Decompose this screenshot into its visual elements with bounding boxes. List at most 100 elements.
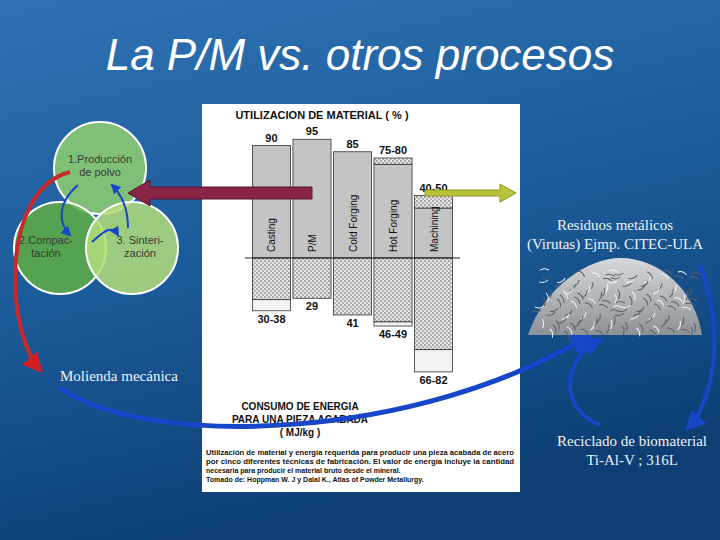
chip (590, 322, 595, 331)
chip (570, 284, 578, 291)
chip (546, 293, 549, 302)
venn-label: zación (124, 247, 156, 259)
bar-range (333, 151, 371, 152)
data-label: 75-80 (379, 144, 407, 156)
chip (661, 273, 669, 280)
chips-photo (528, 258, 702, 339)
chip (692, 273, 701, 275)
chip (610, 310, 619, 312)
arrow-molienda (15, 172, 70, 370)
chip (653, 287, 660, 295)
bar (252, 258, 290, 300)
chart-title: UTILIZACION DE MATERIAL ( % ) (235, 109, 408, 121)
chip (678, 271, 687, 275)
chip (671, 301, 680, 306)
venn-label: 1.Producción (68, 153, 132, 165)
bar (333, 152, 371, 258)
chip (660, 295, 668, 302)
chip (605, 284, 608, 293)
chip (622, 326, 625, 335)
chip (644, 277, 652, 284)
chip (647, 271, 654, 279)
chip (582, 290, 588, 298)
chip (686, 291, 689, 300)
chip (615, 313, 624, 316)
chip (566, 288, 574, 295)
category-label: Casting (266, 218, 277, 252)
chip (588, 298, 596, 304)
chip (603, 278, 612, 281)
chip (650, 329, 657, 337)
caption: Tomado de: Hoppman W. J y Dalal K., Atla… (206, 476, 424, 484)
bar-range (333, 314, 371, 315)
chip (549, 289, 552, 298)
category-label: Machining (429, 206, 440, 252)
chip (543, 297, 546, 306)
cycle-arrow (92, 230, 118, 242)
chip (621, 305, 630, 309)
caption: Utilización de material y energía requer… (206, 449, 514, 457)
chip (611, 277, 620, 279)
chip (643, 297, 649, 305)
background (0, 0, 720, 540)
chip (547, 312, 556, 316)
arrow-left (128, 180, 312, 206)
annotation: Ti-Al-V ; 316L (586, 452, 678, 468)
chip (653, 325, 660, 333)
annotation: Residuos metálicos (557, 217, 673, 233)
chip (574, 296, 581, 304)
chip (606, 274, 615, 277)
chip (557, 298, 562, 307)
chip (641, 281, 649, 288)
chip (629, 296, 633, 305)
chip (554, 282, 563, 288)
chip (689, 277, 698, 279)
chip (571, 300, 578, 308)
bar (293, 258, 331, 298)
chip (565, 310, 573, 317)
chip (599, 292, 603, 301)
chip (585, 302, 593, 308)
arrow-right (425, 184, 516, 202)
bar-range (293, 298, 331, 299)
chip (618, 290, 620, 299)
chip (535, 306, 544, 308)
chip (592, 272, 601, 277)
y2-label: ( MJ/kg ) (280, 427, 321, 438)
chip (618, 309, 627, 312)
chip (694, 323, 696, 332)
data-label: 41 (346, 317, 358, 329)
chip (683, 295, 686, 304)
bar-range (414, 196, 452, 209)
chip (626, 279, 635, 284)
plot-area (252, 139, 452, 372)
data-label: 95 (306, 125, 318, 137)
chip (685, 303, 694, 306)
annotation: Reciclado de biomaterial (557, 433, 707, 449)
chip (667, 327, 675, 333)
chip (657, 283, 664, 291)
chip (616, 302, 625, 304)
chip (532, 310, 541, 312)
caption: necesaria para producir el material brut… (206, 467, 401, 475)
chip (556, 321, 560, 330)
caption: por cinco diferentes técnicas de fabrica… (206, 458, 514, 466)
chip (614, 273, 623, 276)
chip (550, 308, 559, 313)
bar-range (374, 322, 412, 326)
chip (632, 292, 636, 301)
chip (681, 317, 684, 326)
chip (688, 299, 697, 302)
chip (553, 325, 557, 334)
chip (638, 285, 646, 291)
chip (649, 313, 656, 320)
chart-texts: 90958575-8040-5030-38294146-4966-82Casti… (257, 125, 447, 386)
slide: La P/M vs. otros procesos90958575-8040-5… (0, 0, 720, 540)
chip (607, 324, 610, 333)
chip (654, 303, 662, 310)
chip (581, 312, 588, 320)
chip (577, 292, 584, 300)
chip (645, 317, 653, 324)
data-label: 85 (346, 138, 358, 150)
chip (577, 316, 584, 324)
